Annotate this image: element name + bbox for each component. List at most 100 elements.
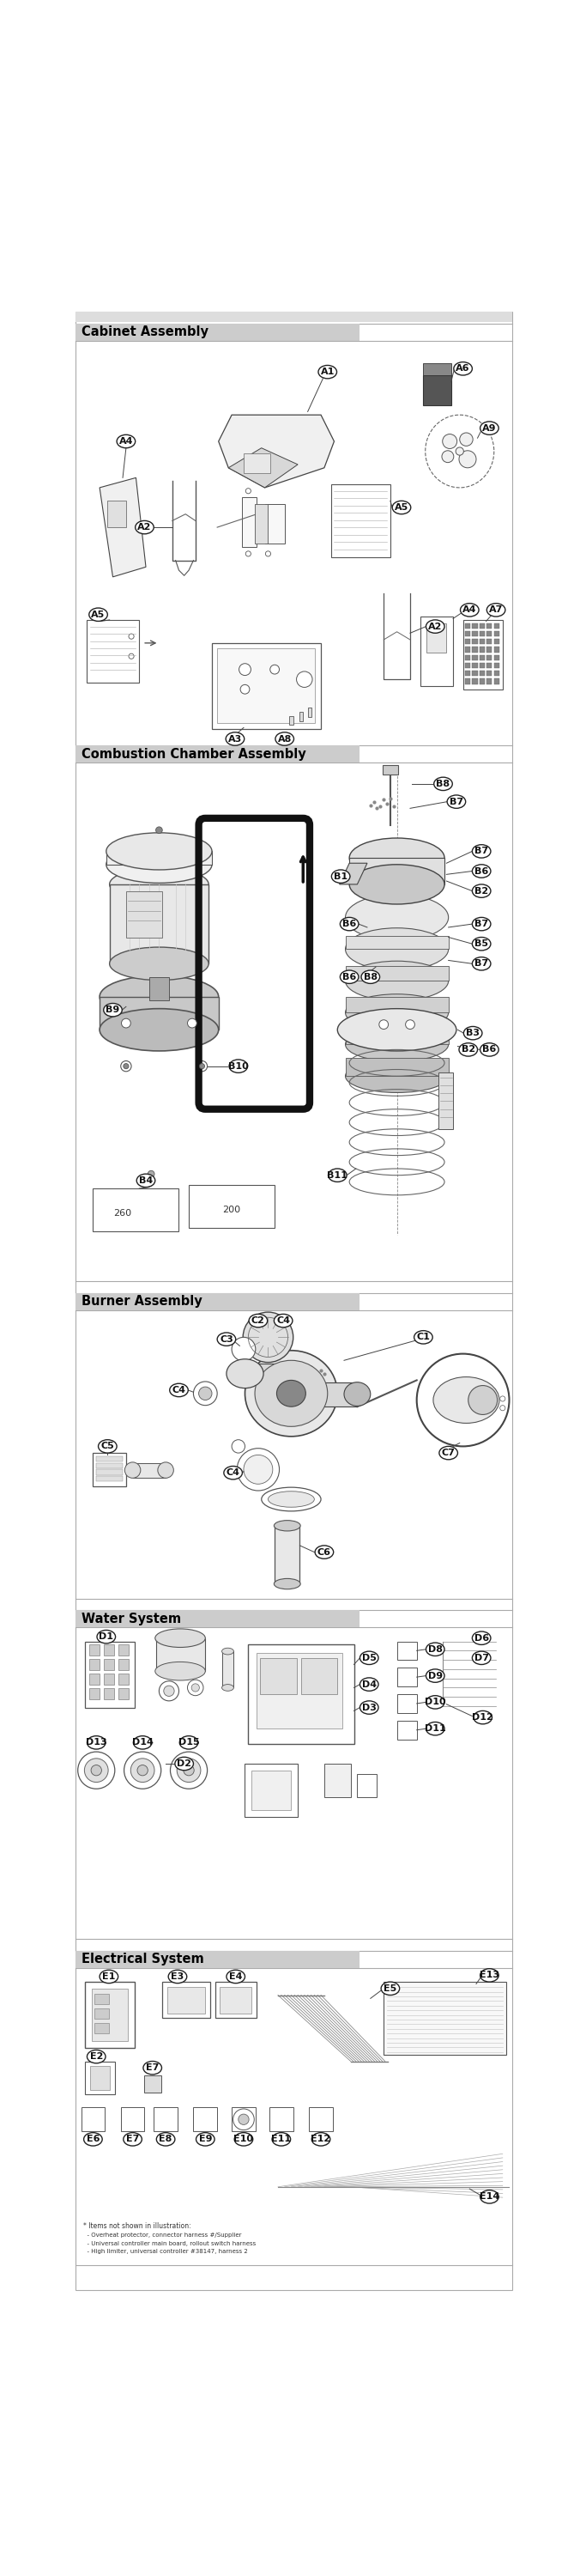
Ellipse shape — [338, 1010, 456, 1051]
Bar — [269, 2107, 293, 2130]
Circle shape — [270, 665, 280, 675]
Ellipse shape — [100, 1971, 118, 1984]
Ellipse shape — [87, 1736, 106, 1749]
Ellipse shape — [272, 2133, 290, 2146]
Text: D4: D4 — [362, 1680, 377, 1690]
Bar — [93, 1453, 126, 1486]
Polygon shape — [346, 997, 448, 1012]
Bar — [94, 2022, 109, 2032]
Circle shape — [156, 827, 162, 835]
Ellipse shape — [196, 2133, 215, 2146]
Bar — [472, 639, 478, 644]
Bar — [465, 662, 470, 667]
Circle shape — [122, 1018, 131, 1028]
Bar — [397, 1695, 417, 1713]
Ellipse shape — [447, 796, 466, 809]
Text: A2: A2 — [138, 523, 152, 531]
Bar — [118, 1674, 129, 1685]
Bar — [89, 1687, 100, 1700]
Ellipse shape — [453, 363, 472, 376]
Text: D2: D2 — [177, 1759, 192, 1767]
Ellipse shape — [392, 500, 411, 515]
Ellipse shape — [137, 1175, 155, 1188]
Text: D8: D8 — [428, 1646, 443, 1654]
Ellipse shape — [344, 1383, 370, 1406]
Text: Water System: Water System — [81, 1613, 181, 1625]
Ellipse shape — [350, 837, 444, 878]
Bar — [494, 631, 499, 636]
Bar — [96, 1463, 123, 1468]
Ellipse shape — [234, 2133, 253, 2146]
Text: E4: E4 — [229, 1973, 242, 1981]
Bar — [118, 1659, 129, 1669]
Bar — [494, 639, 499, 644]
Bar — [397, 1721, 417, 1739]
Text: Cabinet Assembly: Cabinet Assembly — [81, 325, 208, 337]
Bar — [217, 649, 315, 724]
Ellipse shape — [346, 1028, 448, 1061]
Bar — [76, 325, 360, 340]
Ellipse shape — [103, 1005, 122, 1018]
Text: B6: B6 — [475, 866, 488, 876]
Text: B10: B10 — [228, 1061, 249, 1072]
Bar — [494, 662, 499, 667]
Text: D3: D3 — [362, 1703, 377, 1713]
Polygon shape — [424, 363, 451, 376]
Text: 260: 260 — [114, 1208, 132, 1218]
Ellipse shape — [487, 603, 505, 616]
Ellipse shape — [268, 1492, 315, 1507]
Text: E5: E5 — [384, 1984, 397, 1994]
Ellipse shape — [229, 1059, 247, 1072]
Text: A4: A4 — [119, 438, 133, 446]
Ellipse shape — [360, 1700, 378, 1713]
Ellipse shape — [133, 1736, 152, 1749]
Text: - Overheat protector, connector harness #/Supplier: - Overheat protector, connector harness … — [83, 2233, 242, 2239]
Ellipse shape — [426, 1643, 444, 1656]
Ellipse shape — [227, 1360, 263, 1388]
Ellipse shape — [84, 2133, 102, 2146]
Polygon shape — [100, 477, 146, 577]
Text: C6: C6 — [317, 1548, 331, 1556]
Text: E7: E7 — [146, 2063, 159, 2071]
Ellipse shape — [312, 2133, 330, 2146]
Bar — [479, 631, 485, 636]
Ellipse shape — [426, 621, 444, 634]
Text: A3: A3 — [228, 734, 242, 742]
Text: D6: D6 — [474, 1633, 489, 1643]
Bar — [465, 631, 470, 636]
Text: A4: A4 — [463, 605, 476, 613]
Ellipse shape — [319, 366, 337, 379]
Ellipse shape — [381, 1981, 400, 1994]
Ellipse shape — [168, 1971, 187, 1984]
Ellipse shape — [97, 1631, 115, 1643]
Ellipse shape — [100, 1010, 219, 1051]
Bar — [126, 891, 162, 938]
Bar — [193, 2107, 217, 2130]
Bar — [133, 1463, 166, 1479]
Bar — [103, 1643, 114, 1656]
Polygon shape — [228, 448, 298, 487]
Circle shape — [405, 1020, 415, 1030]
Bar — [96, 1468, 123, 1476]
Circle shape — [500, 1396, 505, 1401]
Ellipse shape — [474, 1710, 492, 1723]
Ellipse shape — [460, 603, 479, 616]
Polygon shape — [346, 935, 448, 948]
Circle shape — [123, 1064, 129, 1069]
Ellipse shape — [110, 868, 208, 902]
Text: A5: A5 — [91, 611, 105, 618]
Circle shape — [379, 1020, 389, 1030]
Bar — [215, 1981, 256, 2017]
Text: E14: E14 — [479, 2192, 499, 2200]
Ellipse shape — [226, 732, 245, 744]
Text: B6: B6 — [342, 920, 356, 927]
Bar — [439, 1072, 453, 1128]
Ellipse shape — [255, 1360, 328, 1427]
Ellipse shape — [346, 927, 448, 971]
Ellipse shape — [340, 917, 359, 930]
Circle shape — [199, 1386, 212, 1401]
Bar — [87, 621, 139, 683]
Text: E1: E1 — [102, 1973, 115, 1981]
Bar — [465, 670, 470, 675]
Bar — [494, 623, 499, 629]
